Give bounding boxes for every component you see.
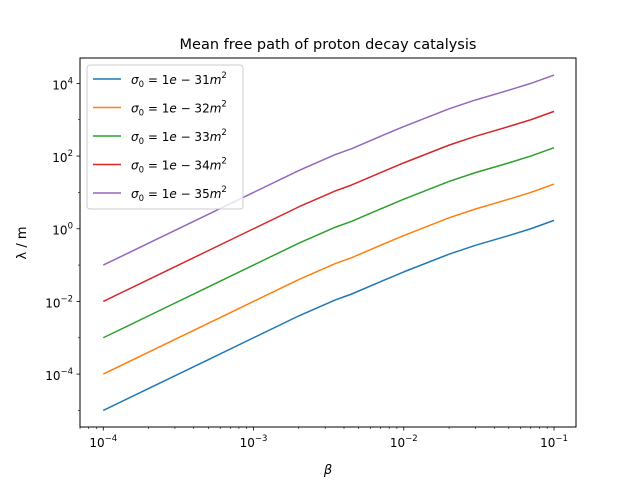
legend-superscript: 2	[221, 157, 226, 167]
series-layer	[102, 74, 555, 412]
legend-e: e	[169, 159, 176, 173]
legend-subscript: 0	[139, 80, 144, 90]
series-line-5	[102, 74, 555, 266]
legend-sigma: σ	[131, 159, 139, 173]
y-tick-label: 10−4	[45, 367, 73, 383]
x-tick-exponent: −3	[255, 434, 268, 444]
series-line-3	[102, 146, 555, 339]
x-tick-label: 10−4	[89, 434, 117, 450]
y-tick-exponent: 4	[68, 76, 73, 86]
x-tick-base: 10	[540, 436, 555, 450]
y-tick-label: 104	[52, 76, 73, 92]
legend-superscript: 2	[221, 100, 226, 110]
series-line-4	[102, 110, 555, 303]
legend-sigma: σ	[131, 187, 139, 201]
legend-exponent: − 35	[177, 187, 210, 201]
legend-sigma: σ	[131, 130, 139, 144]
x-tick-label: 10−1	[540, 434, 568, 450]
x-tick-label: 10−3	[240, 434, 268, 450]
x-tick-exponent: −2	[405, 434, 418, 444]
legend-e: e	[169, 187, 176, 201]
legend-unit: m	[210, 187, 222, 201]
y-tick-base: 10	[52, 224, 67, 238]
legend-e: e	[169, 102, 176, 116]
x-axis-label: β	[323, 463, 332, 478]
legend-equals: = 1	[144, 130, 169, 144]
legend-subscript: 0	[139, 137, 144, 147]
y-tick-exponent: 0	[68, 222, 73, 232]
legend-equals: = 1	[144, 187, 169, 201]
legend-superscript: 2	[221, 185, 226, 195]
x-tick-base: 10	[89, 436, 104, 450]
y-tick-label: 10−2	[45, 294, 73, 310]
legend-unit: m	[210, 159, 222, 173]
x-tick-base: 10	[390, 436, 405, 450]
legend-superscript: 2	[221, 128, 226, 138]
legend-sigma: σ	[131, 73, 139, 87]
legend-subscript: 0	[139, 166, 144, 176]
x-tick-exponent: −1	[555, 434, 568, 444]
legend-exponent: − 34	[177, 159, 210, 173]
legend-exponent: − 33	[177, 130, 210, 144]
legend-e: e	[169, 130, 176, 144]
legend-entry-5: σ0 = 1e − 35m2	[131, 185, 227, 204]
legend-entry-3: σ0 = 1e − 33m2	[131, 128, 227, 147]
legend-entry-1: σ0 = 1e − 31m2	[131, 71, 227, 90]
legend-entry-2: σ0 = 1e − 32m2	[131, 100, 227, 119]
legend-sigma: σ	[131, 102, 139, 116]
chart-title: Mean free path of proton decay catalysis	[180, 37, 477, 53]
y-axis-label: λ / m	[15, 226, 30, 259]
y-tick-base: 10	[45, 296, 60, 310]
legend-e: e	[169, 73, 176, 87]
legend-box	[86, 64, 244, 210]
x-tick-label: 10−2	[390, 434, 418, 450]
legend-equals: = 1	[144, 159, 169, 173]
y-tick-exponent: −4	[60, 367, 73, 377]
legend-exponent: − 31	[177, 73, 210, 87]
legend-unit: m	[210, 73, 222, 87]
x-tick-exponent: −4	[105, 434, 118, 444]
legend-unit: m	[210, 130, 222, 144]
y-tick-base: 10	[45, 369, 60, 383]
x-tick-base: 10	[240, 436, 255, 450]
y-tick-exponent: −2	[60, 294, 73, 304]
legend-exponent: − 32	[177, 102, 210, 116]
legend-unit: m	[210, 102, 222, 116]
legend-subscript: 0	[139, 109, 144, 119]
y-tick-base: 10	[52, 151, 67, 165]
series-line-1	[102, 219, 555, 412]
legend-subscript: 0	[139, 194, 144, 204]
y-tick-exponent: 2	[68, 149, 73, 159]
legend-superscript: 2	[221, 71, 226, 81]
plot-frame	[79, 57, 577, 428]
legend-equals: = 1	[144, 102, 169, 116]
legend-entry-4: σ0 = 1e − 34m2	[131, 157, 227, 176]
legend-equals: = 1	[144, 73, 169, 87]
y-tick-label: 102	[52, 149, 73, 165]
series-line-2	[102, 183, 555, 375]
y-tick-label: 100	[52, 222, 73, 238]
y-tick-base: 10	[52, 78, 67, 92]
